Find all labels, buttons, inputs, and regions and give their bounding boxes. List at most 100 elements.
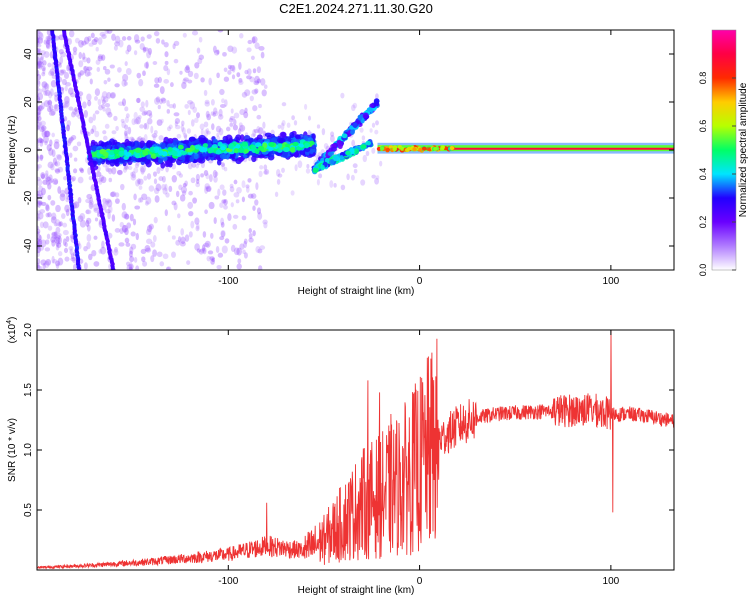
spectrogram-cell: [45, 179, 51, 186]
spectrogram-cell: [90, 32, 95, 39]
spectrogram-cell: [39, 154, 44, 162]
spectrogram-cell: [258, 145, 265, 151]
spectrogram-cell: [114, 41, 121, 47]
spectrogram-cell: [200, 146, 208, 153]
spectrogram-cell: [244, 69, 249, 75]
spectrogram-cell: [167, 146, 173, 152]
spectrogram-cell: [351, 104, 356, 112]
spectrogram-cell: [108, 177, 113, 183]
spectrogram-cell: [37, 178, 43, 187]
spectrogram-cell: [254, 88, 259, 94]
spectrogram-cell: [145, 196, 152, 205]
spectrogram-cell: [158, 149, 164, 156]
spectrogram-cell: [250, 55, 255, 60]
spectrogram-cell: [86, 224, 91, 232]
spectrogram-cell: [111, 167, 117, 175]
spectrogram-cell: [89, 202, 95, 208]
spectrogram-cells: [37, 30, 674, 270]
spectrogram-cell: [133, 167, 139, 174]
spectrogram-cell: [184, 180, 188, 187]
spectrogram-cell: [157, 104, 161, 110]
spectrogram-cell: [37, 194, 41, 199]
spectrogram-cell: [42, 60, 47, 66]
spectrogram-cell: [54, 236, 61, 244]
spectrogram-cell: [290, 190, 295, 196]
spectrogram-cell: [216, 72, 220, 79]
spectrogram-cell: [50, 216, 57, 224]
spectrogram-cell: [217, 141, 223, 147]
spectrogram-cell: [148, 47, 152, 55]
spectrogram-cell: [161, 97, 167, 104]
y-tick-label: 40: [23, 48, 34, 60]
spectrogram-cell: [37, 61, 42, 66]
spectrogram-cell: [93, 261, 100, 267]
spectrogram-cell: [153, 187, 160, 195]
spectrogram-cell: [243, 238, 248, 245]
spectrogram-cell: [126, 264, 133, 270]
spectrogram-cell: [50, 79, 57, 88]
spectrogram-cell: [64, 256, 70, 262]
spectrogram-cell: [148, 223, 154, 230]
spectrogram-cell: [45, 212, 50, 218]
spectrogram-cell: [49, 139, 53, 147]
spectrogram-cell: [281, 102, 287, 107]
spectrogram-cell: [45, 40, 50, 49]
spectrogram-cell: [218, 108, 223, 117]
spectrogram-cell: [129, 213, 134, 222]
spectrogram-cell: [297, 160, 303, 169]
spectrogram-cell: [220, 221, 225, 228]
spectrogram-cell: [72, 108, 78, 115]
spectrogram-cell: [70, 257, 77, 262]
spectrogram-cell: [37, 264, 41, 270]
spectrogram-cell: [162, 187, 168, 195]
spectrogram-cell: [71, 111, 76, 118]
spectrogram-cell: [54, 160, 61, 167]
spectrogram-cell: [50, 236, 56, 243]
spectrogram-cell: [263, 84, 268, 90]
spectrogram-cell: [316, 178, 320, 186]
spectrogram-cell: [37, 30, 41, 35]
spectrogram-cell: [37, 258, 41, 265]
spectrogram-cell: [109, 64, 115, 69]
spectrogram-cell: [46, 144, 52, 152]
spectrogram-cell: [44, 260, 50, 269]
spectrogram-cell: [102, 197, 107, 204]
spectrogram-cell: [252, 230, 256, 237]
spectrogram-cell: [340, 92, 345, 99]
spectrogram-cell: [37, 190, 41, 196]
spectrogram-cell: [68, 136, 74, 142]
spectrogram-cell: [242, 249, 246, 255]
spectrogram-cell: [238, 61, 242, 70]
spectrogram-cell: [38, 245, 45, 251]
spectrogram-cell: [41, 201, 47, 206]
spectrogram-cell: [237, 258, 242, 264]
spectrogram-cell: [232, 124, 238, 131]
spectrogram-cell: [155, 37, 161, 44]
spectrogram-cell: [293, 151, 299, 158]
y-tick-label: 0.5: [23, 503, 34, 517]
spectrogram-cell: [141, 193, 148, 201]
spectrogram-y-ticks: -40 -20 0 20 40: [23, 48, 674, 253]
spectrogram-cell: [98, 249, 103, 254]
spectrogram-cell: [220, 230, 226, 238]
spectrogram-cell: [167, 225, 171, 233]
spectrogram-cell: [37, 121, 41, 130]
spectrogram-cell: [171, 235, 176, 240]
spectrogram-cell: [239, 109, 246, 116]
spectrogram-cell: [123, 165, 129, 171]
spectrogram-cell: [62, 222, 68, 228]
spectrogram-cell: [39, 154, 44, 160]
spectrogram-cell: [37, 69, 40, 77]
spectrogram-cell: [160, 118, 164, 124]
spectrogram-cell: [107, 168, 113, 175]
spectrogram-cell: [295, 134, 301, 140]
spectrogram-cell: [37, 97, 41, 105]
spectrogram-cell: [206, 255, 212, 262]
spectrogram-cell: [165, 165, 169, 173]
spectrogram-cell: [127, 165, 133, 170]
spectrogram-cell: [114, 35, 121, 44]
spectrogram-cell: [203, 242, 210, 248]
spectrogram-cell: [43, 51, 50, 58]
spectrogram-cell: [131, 171, 136, 179]
spectrogram-cell: [100, 246, 107, 255]
